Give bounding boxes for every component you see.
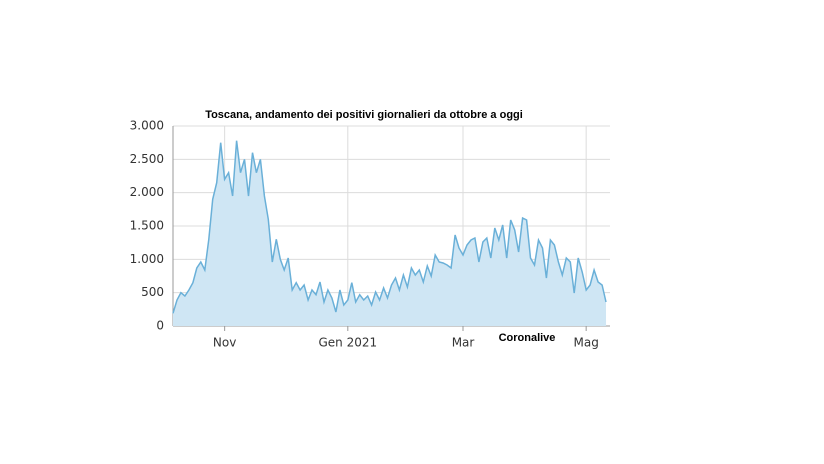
x-tick-label: Mag bbox=[573, 336, 598, 350]
annotation: Coronalive bbox=[499, 332, 556, 344]
line bbox=[172, 140, 607, 314]
y-tick-label: 0 bbox=[156, 319, 164, 333]
area bbox=[173, 140, 607, 326]
y-tick-label: 1.500 bbox=[130, 219, 164, 233]
y-tick-label: 3.000 bbox=[130, 119, 164, 133]
x-tick-label: Nov bbox=[213, 336, 236, 350]
chart-title: Toscana, andamento dei positivi giornali… bbox=[205, 109, 523, 121]
y-tick-label: 500 bbox=[141, 285, 164, 299]
x-tick-label: Gen 2021 bbox=[318, 336, 377, 350]
y-tick-label: 2.500 bbox=[130, 152, 164, 166]
y-tick-label: 1.000 bbox=[130, 252, 164, 266]
x-tick-label: Mar bbox=[452, 336, 475, 350]
y-tick-label: 2.000 bbox=[130, 185, 164, 199]
